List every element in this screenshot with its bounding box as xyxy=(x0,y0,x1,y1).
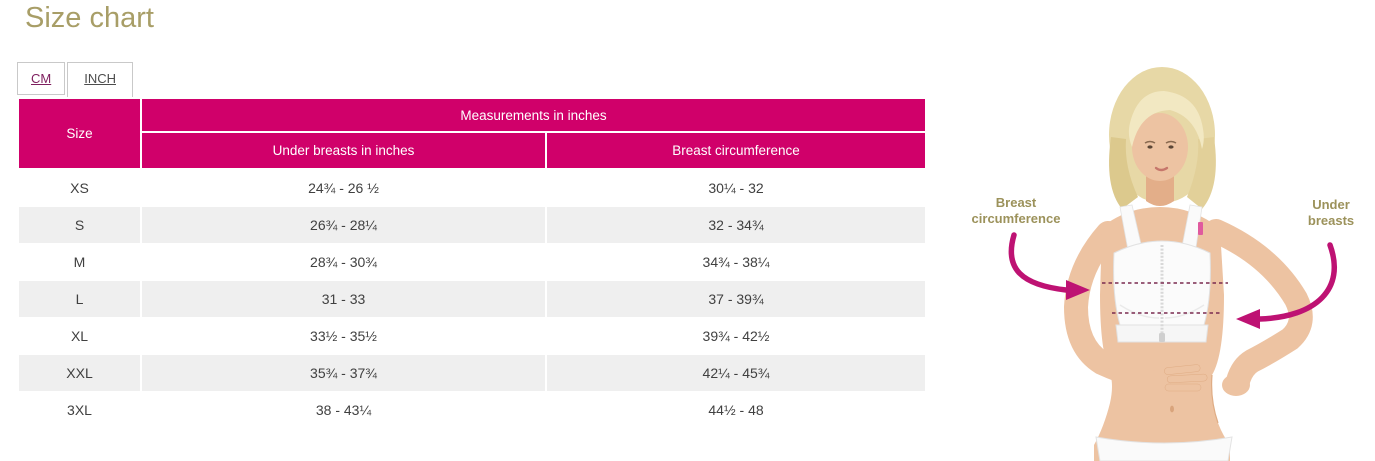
breast-circumference-label-line2: circumference xyxy=(971,211,1061,226)
under-breasts-column-header: Under breasts in inches xyxy=(140,131,547,170)
size-cell: S xyxy=(17,205,142,243)
measurements-group-header: Measurements in inches xyxy=(139,97,928,133)
size-cell: 3XL xyxy=(17,390,142,428)
size-table: Size Measurements in inches Under breast… xyxy=(17,97,928,428)
breast-circumference-cell: 34¾ - 38¼ xyxy=(544,242,928,280)
tab-inch[interactable]: INCH xyxy=(67,62,133,100)
size-cell: XL xyxy=(17,316,142,354)
breast-circumference-cell: 30¼ - 32 xyxy=(544,168,928,206)
curved-arrow-right-icon xyxy=(1236,242,1338,329)
breast-circumference-cell: 42¼ - 45¾ xyxy=(544,353,928,391)
under-breasts-cell: 31 - 33 xyxy=(140,279,547,317)
under-breasts-label: Under breasts xyxy=(1298,197,1364,229)
table-row: XS 24¾ - 26 ½ 30¼ - 32 xyxy=(17,168,928,206)
unit-tab-bar: CM INCH xyxy=(17,62,135,100)
table-row: XL 33½ - 35½ 39¾ - 42½ xyxy=(17,316,928,354)
brand-tag xyxy=(1198,222,1203,235)
table-row: XXL 35¾ - 37¾ 42¼ - 45¾ xyxy=(17,353,928,391)
tab-cm[interactable]: CM xyxy=(17,62,66,95)
breast-circumference-column-header: Breast circumference xyxy=(544,131,928,170)
measurement-figure-illustration xyxy=(1008,67,1338,461)
size-column-header: Size xyxy=(17,97,142,170)
size-cell: M xyxy=(17,242,142,280)
figure-panties xyxy=(1095,436,1233,461)
under-breasts-label-line1: Under xyxy=(1312,197,1350,212)
table-row: L 31 - 33 37 - 39¾ xyxy=(17,279,928,317)
under-breasts-cell: 28¾ - 30¾ xyxy=(140,242,547,280)
breast-circumference-label-line1: Breast xyxy=(995,195,1037,210)
figure-hand xyxy=(1146,364,1250,396)
breast-circumference-cell: 39¾ - 42½ xyxy=(544,316,928,354)
curved-arrow-left-icon xyxy=(1008,232,1090,300)
table-row: S 26¾ - 28¼ 32 - 34¾ xyxy=(17,205,928,243)
table-header-row-sub: Under breasts in inches Breast circumfer… xyxy=(18,131,928,170)
table-row: 3XL 38 - 43¼ 44½ - 48 xyxy=(17,390,928,428)
measurement-illustration: Breast circumference Under breasts xyxy=(960,55,1375,461)
under-breasts-cell: 33½ - 35½ xyxy=(140,316,547,354)
size-table-container: Size Measurements in inches Under breast… xyxy=(17,97,928,428)
table-row: M 28¾ - 30¾ 34¾ - 38¼ xyxy=(17,242,928,280)
under-breasts-cell: 26¾ - 28¼ xyxy=(140,205,547,243)
under-breasts-cell: 38 - 43¼ xyxy=(140,390,547,428)
under-breasts-cell: 24¾ - 26 ½ xyxy=(140,168,547,206)
size-cell: XS xyxy=(17,168,142,206)
breast-circumference-cell: 37 - 39¾ xyxy=(544,279,928,317)
under-breasts-label-line2: breasts xyxy=(1307,213,1355,228)
page-title: Size chart xyxy=(25,2,154,34)
size-cell: XXL xyxy=(17,353,142,391)
breast-circumference-cell: 32 - 34¾ xyxy=(544,205,928,243)
breast-circumference-cell: 44½ - 48 xyxy=(544,390,928,428)
breast-circumference-label: Breast circumference xyxy=(970,195,1062,227)
figure-face xyxy=(1128,91,1204,206)
table-header-row-group: Size Measurements in inches xyxy=(17,97,928,170)
size-table-body: XS 24¾ - 26 ½ 30¼ - 32 S 26¾ - 28¼ 32 - 34¾ M 2… xyxy=(17,168,928,428)
size-cell: L xyxy=(17,279,142,317)
under-breasts-cell: 35¾ - 37¾ xyxy=(140,353,547,391)
